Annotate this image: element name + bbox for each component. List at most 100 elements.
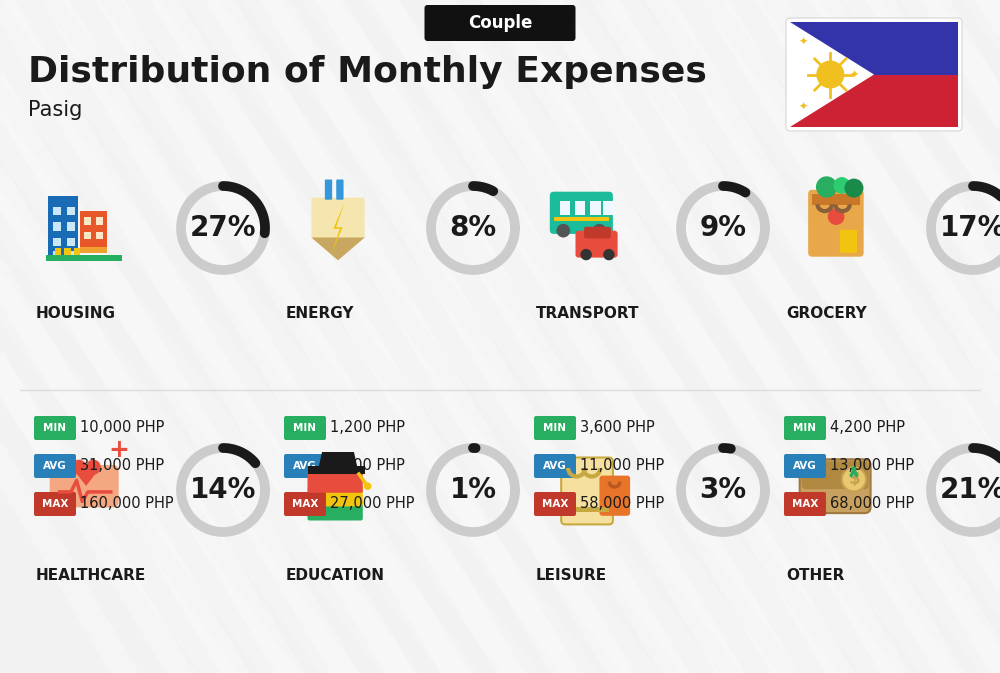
Text: 9%: 9% xyxy=(700,214,746,242)
FancyBboxPatch shape xyxy=(67,207,75,215)
FancyBboxPatch shape xyxy=(786,18,962,131)
Text: 17%: 17% xyxy=(940,214,1000,242)
Circle shape xyxy=(816,61,844,89)
FancyBboxPatch shape xyxy=(53,251,61,259)
Text: Distribution of Monthly Expenses: Distribution of Monthly Expenses xyxy=(28,55,707,89)
Text: 1%: 1% xyxy=(450,476,496,504)
FancyBboxPatch shape xyxy=(308,487,363,507)
FancyBboxPatch shape xyxy=(53,222,61,231)
FancyBboxPatch shape xyxy=(46,254,122,261)
FancyBboxPatch shape xyxy=(34,454,76,478)
Text: 160,000 PHP: 160,000 PHP xyxy=(80,497,174,511)
Text: 4,100 PHP: 4,100 PHP xyxy=(330,458,405,474)
Text: 11,000 PHP: 11,000 PHP xyxy=(580,458,664,474)
Text: 8%: 8% xyxy=(449,214,497,242)
Text: HOUSING: HOUSING xyxy=(36,306,116,320)
FancyBboxPatch shape xyxy=(48,196,78,254)
FancyBboxPatch shape xyxy=(53,238,61,246)
FancyBboxPatch shape xyxy=(74,248,80,255)
FancyBboxPatch shape xyxy=(550,192,613,234)
Circle shape xyxy=(816,176,837,198)
FancyBboxPatch shape xyxy=(325,180,332,200)
Text: MIN: MIN xyxy=(294,423,316,433)
FancyBboxPatch shape xyxy=(575,201,585,215)
FancyBboxPatch shape xyxy=(67,251,75,259)
FancyBboxPatch shape xyxy=(96,217,103,225)
Text: AVG: AVG xyxy=(43,461,67,471)
Text: 58,000 PHP: 58,000 PHP xyxy=(580,497,664,511)
FancyBboxPatch shape xyxy=(64,248,71,255)
Text: 14%: 14% xyxy=(190,476,256,504)
Text: GROCERY: GROCERY xyxy=(786,306,867,320)
Text: MIN: MIN xyxy=(794,423,816,433)
Text: ENERGY: ENERGY xyxy=(286,306,354,320)
FancyBboxPatch shape xyxy=(800,459,871,513)
FancyBboxPatch shape xyxy=(308,473,363,493)
Circle shape xyxy=(86,460,101,474)
Circle shape xyxy=(593,224,606,238)
FancyBboxPatch shape xyxy=(67,222,75,231)
FancyBboxPatch shape xyxy=(34,492,76,516)
Text: MAX: MAX xyxy=(792,499,818,509)
FancyBboxPatch shape xyxy=(84,217,91,225)
FancyBboxPatch shape xyxy=(534,416,576,440)
FancyBboxPatch shape xyxy=(554,217,609,221)
Circle shape xyxy=(833,177,850,194)
FancyBboxPatch shape xyxy=(784,454,826,478)
FancyBboxPatch shape xyxy=(424,5,576,41)
FancyBboxPatch shape xyxy=(534,454,576,478)
FancyBboxPatch shape xyxy=(308,466,365,474)
Text: MAX: MAX xyxy=(542,499,568,509)
FancyBboxPatch shape xyxy=(84,232,91,240)
Text: AVG: AVG xyxy=(793,461,817,471)
Text: ✦: ✦ xyxy=(798,102,808,112)
Text: MAX: MAX xyxy=(292,499,318,509)
Text: AVG: AVG xyxy=(543,461,567,471)
Circle shape xyxy=(556,224,570,238)
FancyBboxPatch shape xyxy=(534,492,576,516)
Circle shape xyxy=(580,249,592,260)
FancyBboxPatch shape xyxy=(603,201,614,215)
FancyBboxPatch shape xyxy=(34,416,76,440)
Text: ✦: ✦ xyxy=(849,69,859,79)
Circle shape xyxy=(842,467,866,491)
FancyBboxPatch shape xyxy=(55,248,61,255)
Text: 3,600 PHP: 3,600 PHP xyxy=(580,421,655,435)
Text: 13,000 PHP: 13,000 PHP xyxy=(830,458,914,474)
FancyBboxPatch shape xyxy=(590,201,601,215)
FancyBboxPatch shape xyxy=(808,190,864,256)
Text: HEALTHCARE: HEALTHCARE xyxy=(36,567,146,583)
FancyBboxPatch shape xyxy=(565,507,609,511)
Text: 4,200 PHP: 4,200 PHP xyxy=(830,421,905,435)
FancyBboxPatch shape xyxy=(284,416,326,440)
Text: TRANSPORT: TRANSPORT xyxy=(536,306,640,320)
Text: EDUCATION: EDUCATION xyxy=(286,567,385,583)
Text: +: + xyxy=(108,438,129,462)
FancyBboxPatch shape xyxy=(96,232,103,240)
Text: 1,200 PHP: 1,200 PHP xyxy=(330,421,405,435)
FancyBboxPatch shape xyxy=(784,416,826,440)
Text: MIN: MIN xyxy=(44,423,66,433)
FancyBboxPatch shape xyxy=(284,492,326,516)
Polygon shape xyxy=(72,467,101,486)
Polygon shape xyxy=(790,22,874,127)
FancyBboxPatch shape xyxy=(80,211,107,254)
FancyBboxPatch shape xyxy=(336,180,344,200)
FancyBboxPatch shape xyxy=(80,247,107,254)
FancyBboxPatch shape xyxy=(50,465,119,507)
FancyBboxPatch shape xyxy=(53,207,61,215)
Polygon shape xyxy=(317,452,359,474)
Text: Couple: Couple xyxy=(468,14,532,32)
FancyBboxPatch shape xyxy=(584,227,611,238)
Text: Pasig: Pasig xyxy=(28,100,82,120)
Text: AVG: AVG xyxy=(293,461,317,471)
Text: 27%: 27% xyxy=(190,214,256,242)
Circle shape xyxy=(844,178,863,198)
Circle shape xyxy=(364,483,371,490)
Circle shape xyxy=(71,460,86,474)
FancyBboxPatch shape xyxy=(576,231,618,258)
Text: LEISURE: LEISURE xyxy=(536,567,607,583)
Polygon shape xyxy=(311,238,365,260)
Circle shape xyxy=(603,249,615,260)
Text: ✦: ✦ xyxy=(798,37,808,47)
